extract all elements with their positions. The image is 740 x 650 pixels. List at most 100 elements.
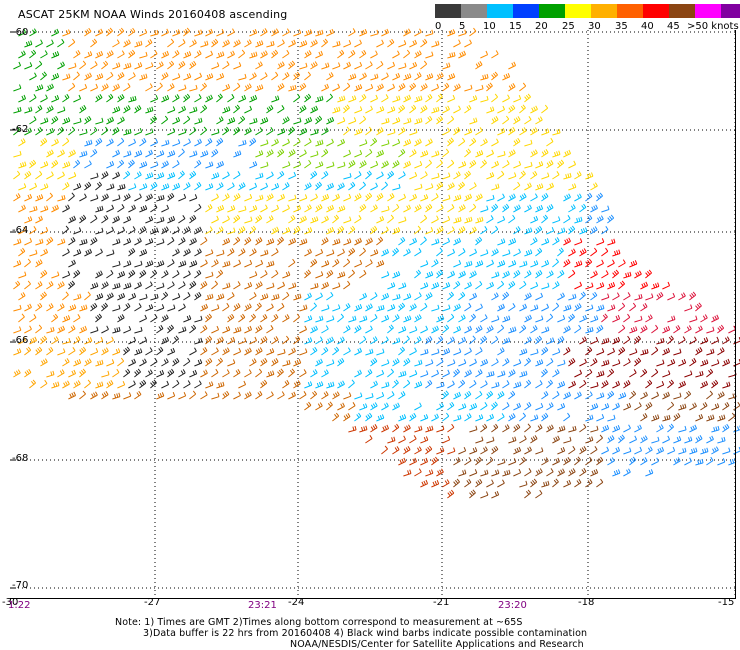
barb-feather [158, 62, 162, 67]
wind-barb [277, 39, 285, 48]
barb-feather [452, 29, 456, 34]
barb-feather [265, 50, 268, 55]
barb-feather [304, 40, 308, 45]
barb-feather [341, 49, 345, 54]
barb-feather [416, 51, 420, 56]
barb-feather [448, 30, 452, 35]
barb-feather [246, 40, 250, 45]
barb-shaft [216, 54, 225, 59]
barb-shaft [222, 42, 230, 48]
barb-shaft [134, 44, 143, 48]
wind-barb [123, 62, 132, 70]
wind-barb [145, 62, 154, 70]
wind-barb [398, 40, 407, 48]
wind-barb [282, 28, 290, 37]
barb-shaft [260, 53, 268, 59]
barb-shaft [288, 43, 296, 48]
barb-feather [108, 28, 112, 33]
barb-feather [137, 63, 141, 68]
barb-feather [463, 50, 467, 55]
wind-barb [387, 38, 395, 48]
barb-feather [98, 51, 102, 56]
barb-feather [98, 29, 101, 34]
barb-shaft [282, 31, 290, 37]
barb-shaft [299, 43, 307, 48]
barb-feather [473, 27, 477, 32]
legend-label: >50 knots [687, 21, 739, 32]
barb-shaft [145, 42, 153, 48]
barb-shaft [315, 33, 324, 37]
barb-feather [103, 61, 107, 66]
wind-barb [271, 28, 279, 37]
wind-barb [101, 60, 109, 70]
barb-shaft [332, 65, 341, 70]
legend-label: 20 [535, 21, 548, 32]
barb-feather [255, 51, 258, 56]
barb-feather [29, 62, 33, 67]
wind-barb [24, 62, 33, 70]
barb-shaft [24, 65, 32, 70]
wind-barb [205, 28, 214, 37]
barb-shaft [145, 65, 154, 70]
wind-barb [392, 50, 400, 59]
wind-barb [255, 40, 264, 48]
barb-shaft [227, 53, 235, 59]
barb-shaft [183, 54, 191, 59]
wind-barb [139, 28, 148, 37]
barb-feather [125, 63, 128, 69]
barb-feather [431, 29, 434, 34]
barb-shaft [321, 41, 328, 48]
barb-feather [86, 29, 90, 34]
barb-shaft [458, 33, 467, 37]
barb-feather [312, 62, 316, 67]
barb-feather [51, 39, 54, 44]
barb-feather [270, 41, 273, 46]
wind-barb [90, 61, 98, 70]
barb-feather [384, 29, 388, 34]
barb-feather [89, 51, 93, 56]
legend-swatch [435, 4, 461, 18]
barb-shaft [260, 31, 268, 37]
barb-feather [25, 41, 29, 46]
barb-feather [288, 63, 292, 68]
barb-shaft [304, 32, 312, 37]
barb-feather [389, 40, 393, 44]
barb-feather [217, 52, 221, 57]
barb-feather [348, 40, 352, 45]
legend-label: 0 [435, 21, 442, 32]
wind-barb [112, 39, 120, 48]
barb-feather [149, 39, 153, 43]
barb-feather [132, 27, 136, 32]
barb-feather [94, 61, 98, 66]
barb-feather [120, 27, 125, 32]
wind-barb [172, 50, 180, 59]
barb-feather [339, 51, 343, 55]
wind-barb [128, 49, 136, 59]
wind-barb [233, 62, 242, 70]
barb-shaft [414, 31, 422, 37]
barb-feather [451, 52, 454, 57]
barb-feather [61, 38, 65, 43]
wind-barb [156, 61, 164, 70]
barb-feather [469, 39, 472, 44]
legend-label: 25 [562, 21, 575, 32]
barb-shaft [68, 66, 77, 70]
barb-feather [39, 60, 43, 65]
barb-shaft [458, 54, 466, 59]
barb-feather [40, 39, 43, 44]
wind-barb [315, 50, 324, 59]
barb-feather [293, 39, 296, 44]
barb-feather [346, 62, 350, 67]
barb-shaft [271, 31, 279, 37]
wind-barb [491, 50, 499, 59]
barb-shaft [123, 42, 131, 48]
barb-feather [248, 39, 252, 44]
wind-barb [73, 50, 81, 59]
barb-feather [376, 29, 379, 34]
barb-feather [232, 28, 235, 33]
barb-feather [127, 63, 130, 68]
wind-barb [447, 51, 456, 59]
barb-shaft [282, 53, 290, 59]
barb-feather [162, 52, 166, 57]
